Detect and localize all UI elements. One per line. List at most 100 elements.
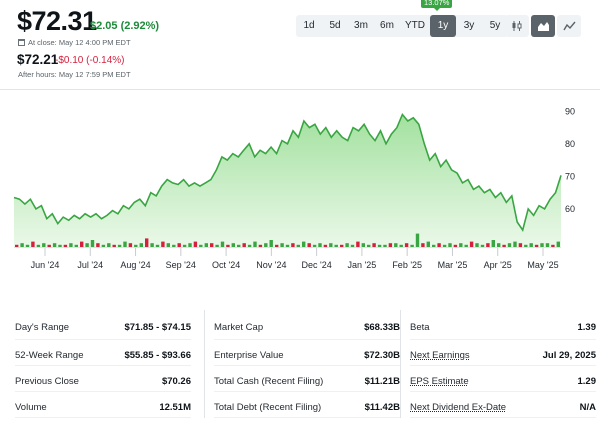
volume-bar — [150, 243, 154, 248]
volume-bars — [15, 233, 560, 248]
volume-bar — [210, 243, 214, 248]
volume-bar — [285, 244, 290, 248]
line-chart-icon — [562, 21, 576, 31]
candlestick-chart-button[interactable] — [505, 15, 529, 37]
stat-row-52-week-range: 52-Week Range $55.85 - $93.66 — [15, 340, 191, 366]
price-chart[interactable]: 90 80 70 60 Jun '24 Jul '24 Aug '24 Sep '24 Oct… — [0, 0, 600, 290]
range-ytd-tab[interactable]: YTD — [405, 20, 425, 31]
range-change-badge-pointer — [433, 7, 441, 11]
range-1y-tab[interactable]: 1y — [430, 15, 456, 37]
volume-bar — [85, 243, 89, 248]
mountain-chart-button[interactable] — [531, 15, 555, 37]
volume-bar — [432, 244, 436, 248]
volume-bar — [410, 244, 414, 248]
after-hours-price: $72.21 — [17, 52, 59, 67]
stat-value: 1.39 — [577, 322, 597, 333]
x-tick-label: Dec '24 — [301, 260, 331, 270]
stats-column-1: Day's Range $71.85 - $74.15 52-Week Rang… — [15, 310, 191, 418]
stat-row-eps-estimate: EPS Estimate 1.29 — [410, 366, 596, 392]
volume-bar — [31, 241, 35, 248]
volume-bar — [247, 244, 252, 248]
volume-bar — [193, 241, 198, 248]
volume-bar — [415, 233, 420, 248]
volume-bar — [361, 243, 365, 248]
volume-bar — [47, 244, 51, 248]
volume-bar — [318, 243, 322, 248]
volume-bar — [323, 244, 328, 248]
volume-bar — [80, 241, 84, 248]
range-1d-tab[interactable]: 1d — [303, 20, 315, 31]
stat-value: $71.85 - $74.15 — [124, 322, 191, 333]
next-dividend-link[interactable]: Next Dividend Ex-Date — [410, 402, 507, 413]
x-tick-label: Feb '25 — [392, 260, 422, 270]
range-5y-tab[interactable]: 5y — [489, 20, 501, 31]
volume-bar — [101, 244, 106, 248]
range-6m-tab[interactable]: 6m — [380, 20, 394, 31]
stat-label: Volume — [15, 402, 47, 413]
range-3m-tab[interactable]: 3m — [354, 20, 368, 31]
volume-bar — [469, 241, 474, 248]
volume-bar — [280, 243, 284, 248]
stat-label: Total Cash (Recent Filing) — [214, 376, 324, 387]
stat-value: 12.51M — [159, 402, 191, 413]
x-tick-label: Mar '25 — [438, 260, 468, 270]
volume-bar — [182, 244, 187, 248]
volume-bar — [177, 243, 181, 248]
x-tick-label: Jan '25 — [348, 260, 377, 270]
volume-bar — [545, 243, 550, 248]
volume-bar — [226, 244, 230, 248]
volume-bar — [215, 244, 219, 248]
stat-value: $11.21B — [364, 376, 400, 387]
volume-bar — [199, 244, 203, 248]
volume-bar — [161, 241, 165, 248]
volume-bar — [166, 243, 170, 248]
volume-bar — [90, 240, 95, 248]
key-statistics: Day's Range $71.85 - $74.15 52-Week Rang… — [0, 310, 600, 418]
volume-bar — [52, 243, 57, 248]
volume-bar — [383, 244, 387, 248]
line-chart-button[interactable] — [557, 15, 581, 37]
stat-value: $70.26 — [161, 376, 191, 387]
volume-bar — [453, 244, 458, 248]
volume-bar — [96, 243, 100, 248]
volume-bar — [264, 243, 268, 248]
stat-row-total-cash: Total Cash (Recent Filing) $11.21B — [214, 366, 400, 392]
next-earnings-link[interactable]: Next Earnings — [410, 350, 470, 361]
volume-bar — [421, 243, 425, 248]
volume-bar — [74, 244, 78, 248]
volume-bar — [107, 243, 111, 248]
volume-bar — [367, 244, 371, 248]
range-change-badge: 13.07% — [421, 0, 453, 8]
volume-bar — [275, 244, 279, 248]
volume-bar — [497, 243, 501, 248]
x-tick-label: Oct '24 — [212, 260, 240, 270]
volume-bar — [134, 244, 138, 248]
stat-value: Jul 29, 2025 — [542, 350, 596, 361]
stat-label: Market Cap — [214, 322, 264, 333]
stat-value: 1.29 — [577, 376, 597, 387]
volume-bar — [204, 243, 208, 248]
volume-bar — [231, 243, 235, 248]
range-5d-tab[interactable]: 5d — [329, 20, 341, 31]
volume-bar — [302, 241, 306, 248]
volume-bar — [296, 244, 300, 248]
volume-bar — [437, 243, 441, 248]
volume-bar — [25, 244, 30, 248]
stat-row-enterprise-value: Enterprise Value $72.30B — [214, 340, 400, 366]
volume-bar — [269, 240, 273, 248]
stat-label: Previous Close — [15, 376, 79, 387]
volume-bar — [356, 241, 360, 248]
chart-top-divider — [0, 89, 600, 90]
stat-value: $68.33B — [364, 322, 400, 333]
volume-bar — [502, 244, 506, 248]
volume-bar — [513, 241, 517, 248]
range-3y-tab[interactable]: 3y — [463, 20, 475, 31]
eps-estimate-link[interactable]: EPS Estimate — [410, 376, 469, 387]
volume-bar — [529, 243, 533, 248]
volume-bar — [394, 243, 398, 248]
x-tick-label: May '25 — [527, 260, 558, 270]
price-line — [13, 112, 562, 233]
volume-bar — [188, 243, 192, 248]
y-tick-label: 80 — [565, 139, 575, 149]
volume-bar — [518, 243, 523, 248]
